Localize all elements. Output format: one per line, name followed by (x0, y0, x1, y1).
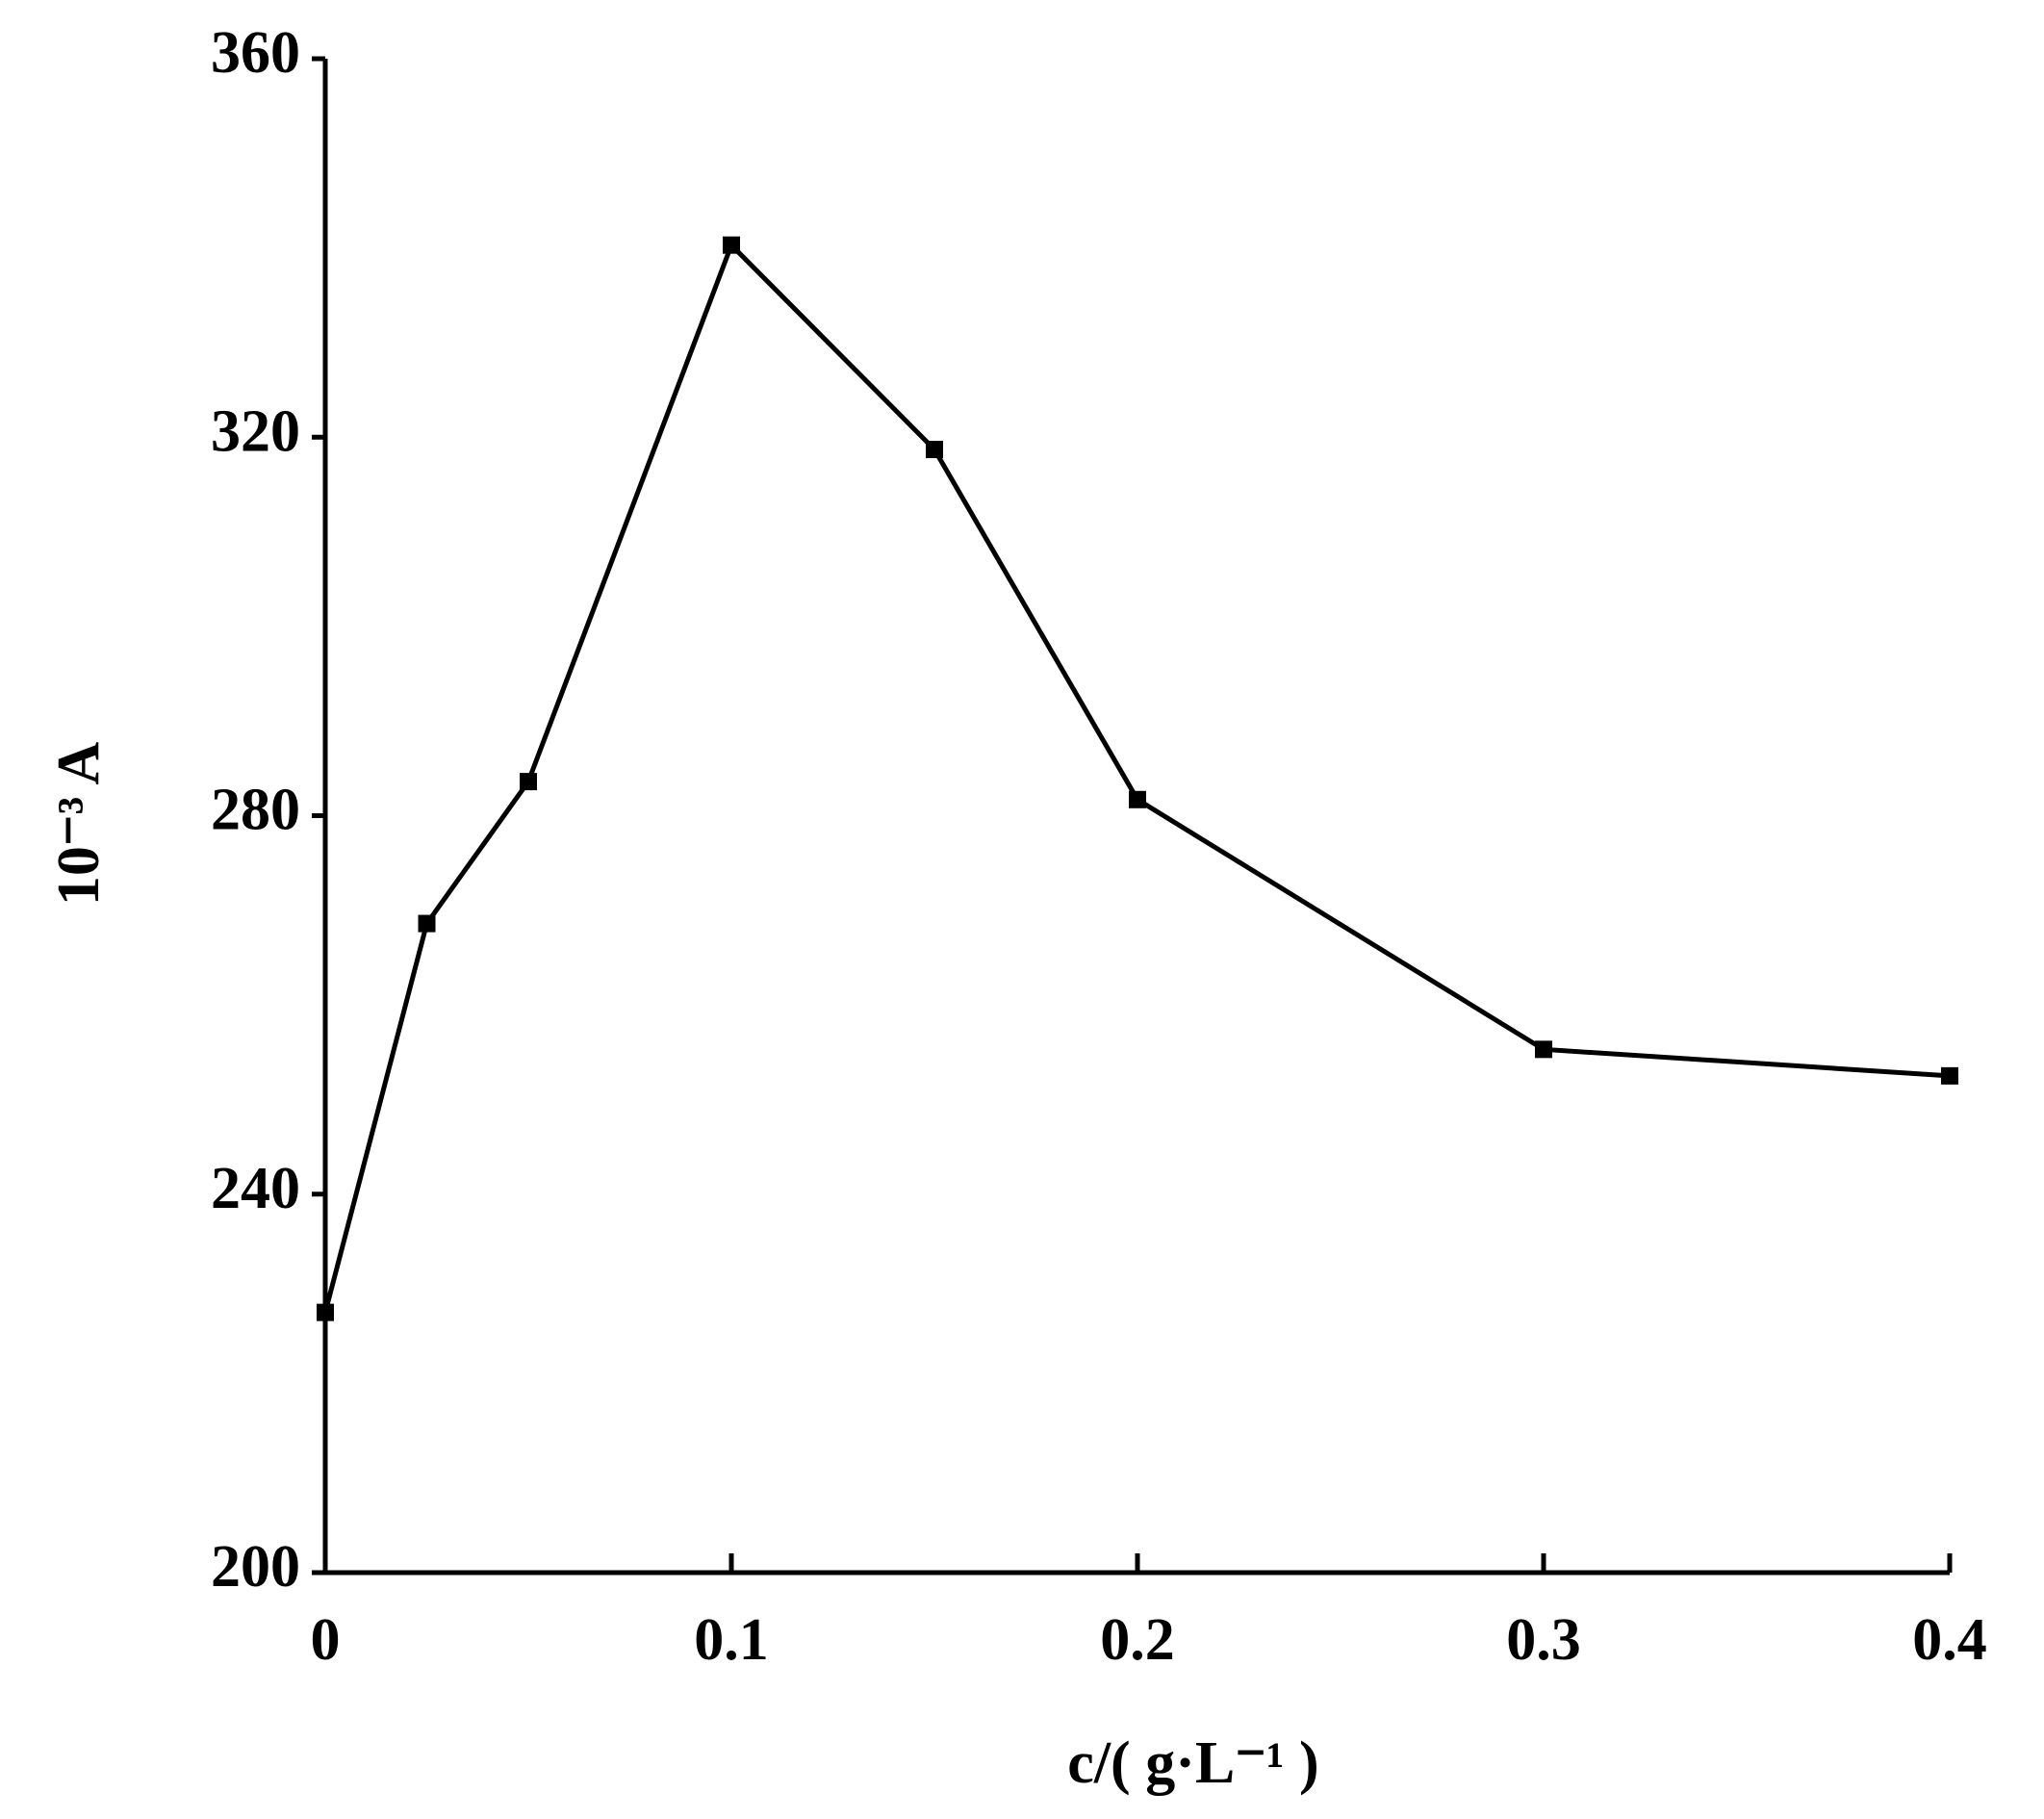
data-line (322, 241, 1951, 1314)
y-tick-label: 320 (211, 398, 300, 464)
x-tick-label: 0 (311, 1607, 341, 1673)
x-axis-label: c/( g·L⁻¹ ) (1067, 1730, 1318, 1796)
x-tick-label: 0.4 (1912, 1607, 1987, 1673)
data-point (418, 914, 436, 933)
data-point (926, 441, 943, 459)
data-point (317, 1303, 334, 1321)
data-point (520, 773, 537, 791)
y-tick-label: 280 (211, 778, 300, 843)
x-tick-label: 0.2 (1100, 1607, 1175, 1673)
data-point (723, 236, 740, 254)
data-point (1941, 1066, 1958, 1085)
y-tick-label: 240 (211, 1156, 300, 1221)
y-tick-label: 360 (211, 20, 300, 86)
data-point (1535, 1040, 1552, 1059)
y-tick-label: 200 (211, 1534, 300, 1600)
x-tick-label: 0.3 (1506, 1607, 1581, 1673)
data-point (1129, 790, 1146, 808)
y-axis-label: 10⁻³ A (46, 742, 112, 906)
x-tick-label: 0.1 (694, 1607, 769, 1673)
